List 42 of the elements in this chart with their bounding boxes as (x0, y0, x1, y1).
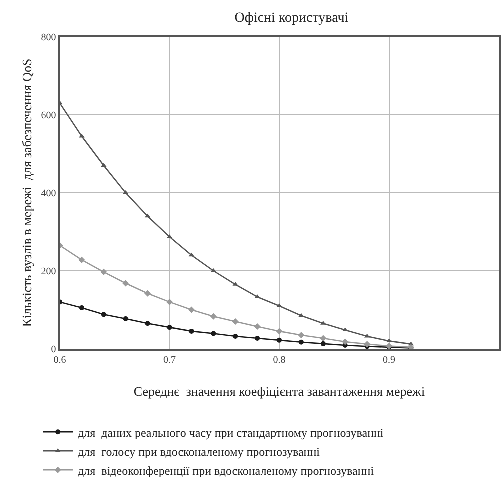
x-tick-label: 0.6 (54, 354, 66, 366)
point (277, 338, 282, 343)
y-tick-label: 200 (41, 266, 56, 278)
x-axis-title: Середнє значення коефіцієнта завантаження мережі (134, 384, 426, 399)
point (298, 313, 304, 318)
point (122, 280, 130, 287)
y-tick-label: 600 (41, 110, 56, 122)
point (167, 325, 172, 330)
point (101, 312, 106, 318)
x-tick-label: 0.7 (164, 354, 176, 366)
point (211, 331, 216, 336)
y-axis-title: Кількість вузлів в мережі для забезпечення QoS (20, 58, 35, 328)
point (166, 298, 173, 306)
y-tick-label: 0 (51, 344, 56, 356)
x-tick-label: 0.9 (383, 354, 396, 366)
point (320, 335, 327, 342)
point (189, 328, 194, 334)
point (144, 290, 152, 297)
point (342, 338, 349, 346)
y-tick-label: 800 (41, 32, 56, 44)
x-tick-label: 0.8 (273, 354, 286, 366)
point (188, 306, 195, 314)
point (145, 321, 150, 326)
point (233, 334, 238, 340)
point (232, 318, 239, 325)
legend-label: для відеоконференції при вдосконаленому прогнозуванні (78, 464, 375, 478)
point (78, 256, 86, 264)
legend-label: для даних реального часу при стандартному прогнозуванні (78, 426, 384, 440)
point (298, 340, 304, 345)
point (298, 332, 305, 339)
y-tick-label: 400 (41, 188, 56, 200)
point (255, 336, 260, 341)
point (123, 316, 128, 322)
point (364, 341, 371, 348)
point (100, 268, 108, 276)
point (276, 328, 283, 335)
chart-title: Офісні користувачі (234, 10, 349, 26)
point (210, 313, 217, 320)
point (79, 306, 84, 311)
point (254, 324, 261, 330)
point (320, 341, 326, 346)
legend-label: для голосу при вдосконаленому прогнозуванні (78, 444, 321, 459)
